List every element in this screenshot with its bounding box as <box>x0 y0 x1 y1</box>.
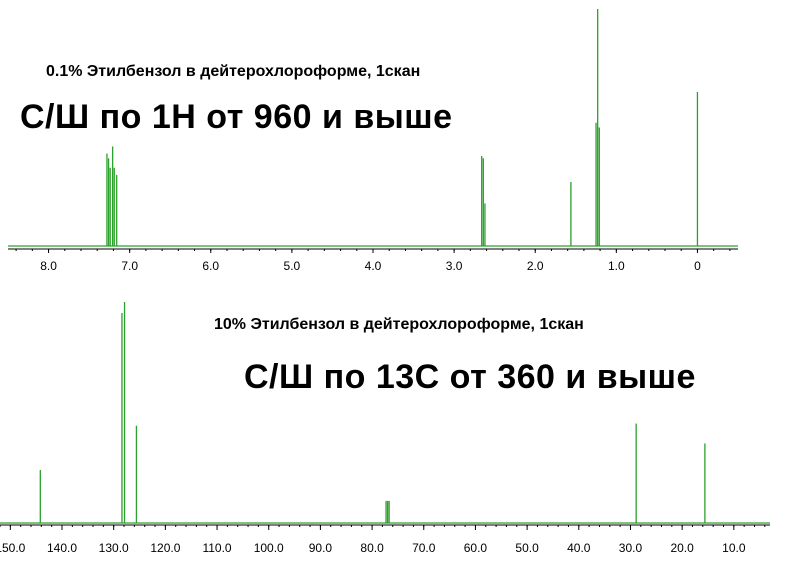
c13-tick-label: 60.0 <box>464 541 488 555</box>
h1-tick-label: 8.0 <box>40 259 57 273</box>
c13-tick-label: 10.0 <box>722 541 746 555</box>
c13-tick-label: 90.0 <box>309 541 333 555</box>
h1-spectrum-title: 0.1% Этилбензол в дейтерохлороформе, 1ск… <box>46 63 421 80</box>
h1-tick-label: 7.0 <box>121 259 138 273</box>
h1-signal-to-noise-text: С/Ш по 1Н от 960 и выше <box>20 98 453 136</box>
c13-tick-label: 120.0 <box>150 541 180 555</box>
c13-tick-label: 110.0 <box>202 541 231 555</box>
c13-signal-to-noise-text: С/Ш по 13С от 360 и выше <box>244 358 696 396</box>
h1-tick-label: 4.0 <box>365 259 382 273</box>
h1-tick-label: 5.0 <box>284 259 301 273</box>
h1-tick-label: 3.0 <box>446 259 463 273</box>
c13-tick-label: 130.0 <box>99 541 129 555</box>
c13-spectrum-title: 10% Этилбензол в дейтерохлороформе, 1ска… <box>214 316 584 333</box>
h1-tick-label: 6.0 <box>202 259 219 273</box>
c13-tick-label: 30.0 <box>619 541 643 555</box>
h1-tick-label: 0 <box>694 259 701 273</box>
c13-tick-label: 100.0 <box>254 541 284 555</box>
c13-tick-label: 150.0 <box>0 541 26 555</box>
c13-tick-label: 80.0 <box>360 541 384 555</box>
h1-tick-label: 2.0 <box>527 259 544 273</box>
c13-tick-label: 70.0 <box>412 541 436 555</box>
c13-tick-label: 50.0 <box>515 541 539 555</box>
c13-tick-label: 20.0 <box>670 541 694 555</box>
c13-tick-label: 140.0 <box>47 541 77 555</box>
c13-tick-label: 40.0 <box>567 541 591 555</box>
h1-tick-label: 1.0 <box>608 259 625 273</box>
